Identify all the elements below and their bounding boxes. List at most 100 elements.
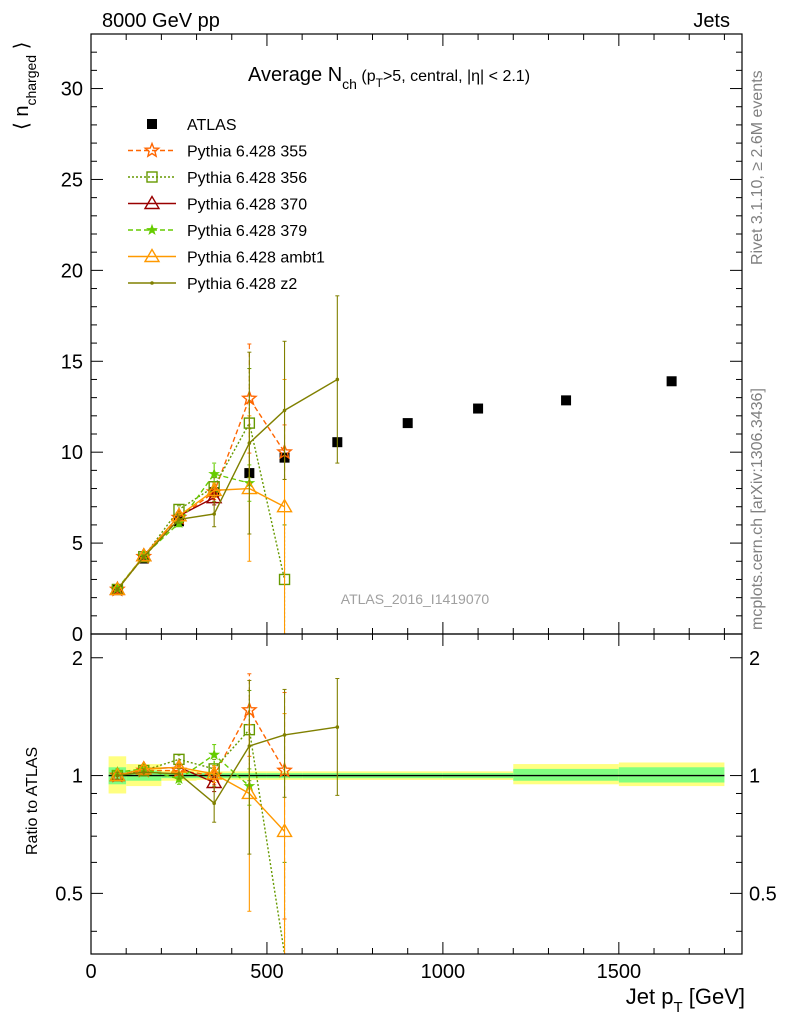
legend-swatch-marker bbox=[143, 195, 161, 210]
ratio-point bbox=[282, 733, 287, 737]
ratio-point bbox=[335, 725, 340, 729]
series-3 bbox=[109, 489, 223, 596]
title-part-c: (p bbox=[357, 68, 376, 85]
ratio-point bbox=[212, 801, 216, 805]
main-x-ticks bbox=[90, 34, 725, 634]
legend-entry: ATLAS bbox=[147, 117, 237, 134]
legend-label: Pythia 6.428 ambt1 bbox=[187, 250, 325, 267]
legend-entry: Pythia 6.428 ambt1 bbox=[128, 248, 325, 267]
x-tick-label: 1000 bbox=[421, 961, 466, 983]
x-tick-label: 500 bbox=[250, 961, 283, 983]
ratio-point bbox=[177, 772, 181, 776]
stat-band bbox=[513, 768, 619, 781]
title-part-b: ch bbox=[342, 76, 357, 92]
series-4 bbox=[111, 462, 256, 594]
ratio-frame bbox=[90, 633, 743, 955]
stat-band bbox=[618, 767, 725, 783]
legend-label: Pythia 6.428 379 bbox=[187, 223, 307, 240]
main-plot-area bbox=[108, 295, 677, 635]
y-tick-label: 30 bbox=[61, 79, 83, 101]
main-y-axis: 0 5 10 15 20 25 30 bbox=[61, 33, 742, 646]
title-part-a: Average N bbox=[248, 64, 342, 86]
ratio-y-tick-label: 2 bbox=[72, 648, 83, 670]
data-point bbox=[205, 481, 223, 497]
data-point bbox=[335, 377, 340, 382]
legend-entry: Pythia 6.428 379 bbox=[128, 223, 307, 240]
data-point bbox=[109, 581, 126, 596]
legend-swatch-marker bbox=[143, 141, 161, 158]
legend-entry: Pythia 6.428 z2 bbox=[128, 276, 297, 293]
ratio-point bbox=[276, 823, 293, 838]
legend-swatch-marker bbox=[146, 171, 158, 183]
title-part-d: T bbox=[376, 76, 384, 90]
xlabel-part-b: T bbox=[673, 999, 682, 1016]
data-point bbox=[473, 403, 484, 414]
ratio-y-label: Ratio to ATLAS bbox=[24, 747, 41, 855]
ratio-point bbox=[115, 773, 120, 778]
data-point bbox=[276, 498, 293, 513]
ratio-point bbox=[208, 748, 221, 760]
ratio-y-tick-label: 0.5 bbox=[55, 883, 83, 905]
ratio-series-5 bbox=[115, 678, 340, 855]
series-line bbox=[116, 473, 250, 589]
data-point bbox=[141, 554, 146, 559]
legend-entry: Pythia 6.428 370 bbox=[128, 195, 307, 214]
watermark-label: ATLAS_2016_I1419070 bbox=[341, 591, 490, 607]
ratio-y-tick-label-right: 2 bbox=[749, 648, 760, 670]
data-point bbox=[177, 517, 181, 522]
legend-swatch-marker bbox=[146, 223, 158, 235]
ratio-series-4 bbox=[109, 713, 293, 955]
data-point bbox=[208, 467, 221, 479]
ratio-series-0 bbox=[108, 673, 294, 920]
ratio-y-tick-label-right: 1 bbox=[749, 766, 760, 788]
y-tick-label: 15 bbox=[61, 351, 83, 373]
ylabel-part-a: ⟨ n bbox=[11, 106, 33, 130]
x-tick-label: 0 bbox=[85, 961, 96, 983]
series-6 bbox=[115, 295, 340, 592]
ratio-point bbox=[247, 744, 252, 748]
main-panel: 0 5 10 15 20 25 30 Average Nch (pT>5, central,… bbox=[11, 33, 743, 646]
title-part-e: >5, central, |η| < 2.1) bbox=[383, 68, 530, 85]
legend: ATLAS Pythia 6.428 355 Pythia 6.428 356 Pyt… bbox=[128, 117, 325, 293]
legend-entry: Pythia 6.428 355 bbox=[128, 141, 307, 161]
rivet-version-label: Rivet 3.1.10, ≥ 2.6M events bbox=[749, 70, 766, 265]
mcplots-credit-label: mcplots.cern.ch [arXiv:1306.3436] bbox=[749, 388, 766, 630]
y-tick-label: 25 bbox=[61, 169, 83, 191]
y-tick-label: 10 bbox=[61, 442, 83, 464]
ratio-point bbox=[141, 770, 146, 775]
data-point bbox=[402, 418, 413, 429]
data-point bbox=[282, 408, 287, 413]
x-tick-label: 1500 bbox=[597, 961, 642, 983]
ylabel-part-b: charged bbox=[23, 55, 39, 106]
ratio-y-tick-label-right: 0.5 bbox=[749, 883, 777, 905]
legend-label: ATLAS bbox=[187, 117, 237, 134]
ylabel-part-c: ⟩ bbox=[11, 42, 33, 55]
legend-label: Pythia 6.428 355 bbox=[187, 144, 307, 161]
legend-label: Pythia 6.428 356 bbox=[187, 170, 307, 187]
x-axis-label: Jet pT [GeV] bbox=[626, 984, 745, 1016]
legend-swatch-marker bbox=[150, 281, 154, 285]
series-atlas bbox=[112, 376, 677, 595]
data-point bbox=[666, 376, 677, 387]
ratio-panel: 0.5 0.5 1 1 2 2 0 500 1000 1500 Ratio to ATLAS J… bbox=[24, 633, 777, 1016]
y-tick-label: 0 bbox=[72, 624, 83, 646]
data-point bbox=[561, 395, 572, 406]
ratio-y-tick-label: 1 bbox=[72, 766, 83, 788]
ratio-point bbox=[205, 765, 223, 780]
legend-swatch-marker bbox=[147, 119, 157, 129]
ratio-line bbox=[117, 753, 250, 787]
series-line bbox=[116, 421, 286, 590]
data-point bbox=[212, 512, 216, 516]
main-y-label: ⟨ ncharged ⟩ bbox=[11, 42, 39, 130]
data-point bbox=[247, 441, 252, 445]
data-point bbox=[115, 587, 120, 592]
series-1 bbox=[108, 343, 294, 597]
ratio-y-axis: 0.5 0.5 1 1 2 2 bbox=[55, 648, 777, 932]
legend-label: Pythia 6.428 z2 bbox=[187, 276, 297, 293]
legend-swatch-marker bbox=[143, 248, 161, 263]
ratio-x-axis: 0 500 1000 1500 bbox=[85, 634, 725, 983]
y-tick-label: 20 bbox=[61, 260, 83, 282]
process-label: Jets bbox=[693, 10, 730, 32]
series-5 bbox=[109, 378, 293, 635]
